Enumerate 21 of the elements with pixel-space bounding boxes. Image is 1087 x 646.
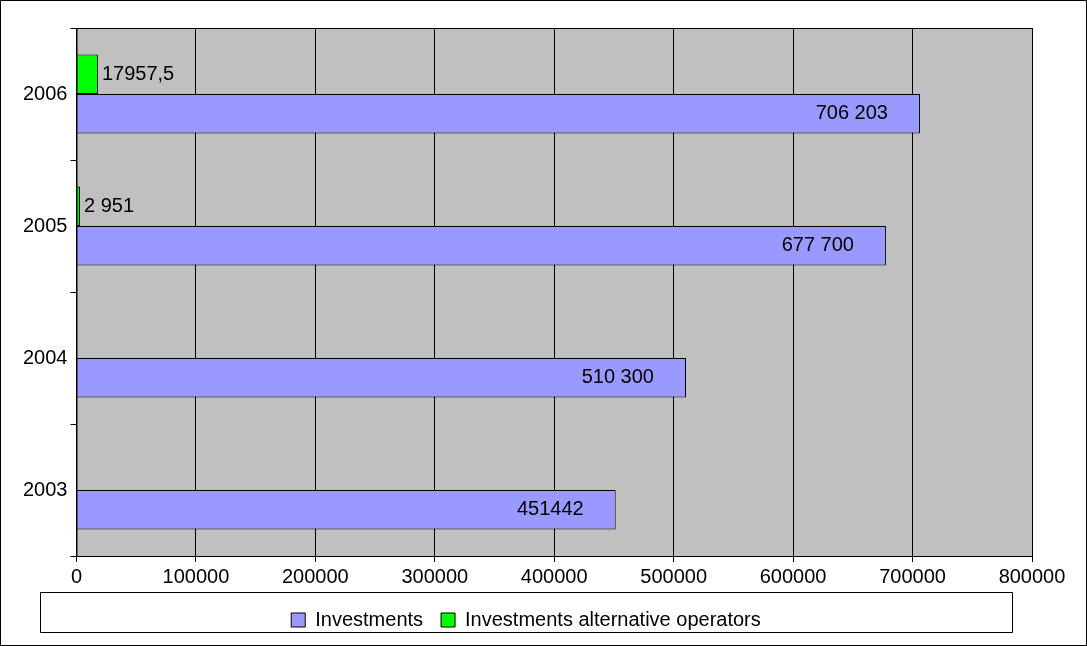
x-tick-label: 800000 [998,564,1066,587]
y-tick-label: 2005 [22,213,68,236]
y-tick-label: 2004 [22,345,68,368]
data-label: 451442 [516,497,584,520]
data-label: 510 300 [581,365,654,388]
y-tick-label: 2006 [22,81,68,104]
x-tick-label: 500000 [640,564,708,587]
y-tick-label: 2003 [22,477,68,500]
legend-label: Investments [315,607,424,630]
x-tick-label: 200000 [281,564,349,587]
x-tick-label: 300000 [401,564,469,587]
x-tick-label: 600000 [759,564,827,587]
data-label: 706 203 [815,101,888,124]
x-tick-label: 700000 [879,564,946,587]
data-label: 17957,5 [101,61,175,84]
legend-label: Investments alternative operators [465,607,761,630]
x-tick-label: 0 [70,564,83,587]
data-label: 2 951 [84,193,135,216]
x-tick-label: 100000 [162,564,230,587]
x-tick-label: 400000 [520,564,588,587]
data-label: 677 700 [781,233,854,256]
